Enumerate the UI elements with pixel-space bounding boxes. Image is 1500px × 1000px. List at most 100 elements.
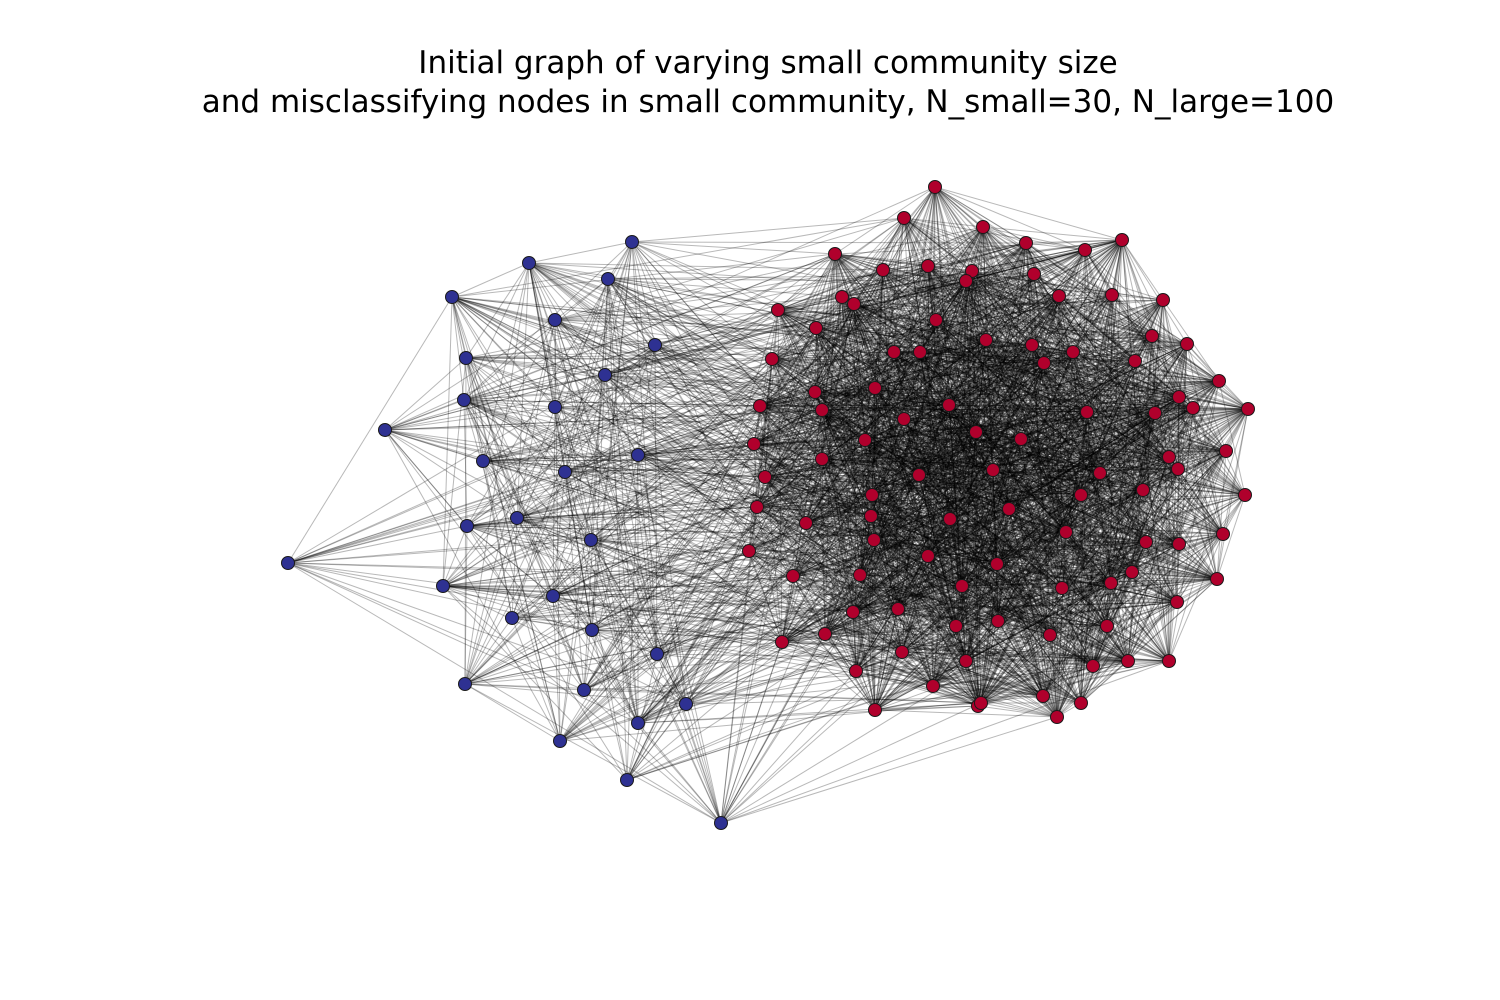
graph-edge — [903, 380, 1220, 420]
graph-edge — [874, 226, 984, 711]
graph-edge — [590, 494, 873, 541]
graph-edge — [1092, 625, 1108, 667]
graph-edge — [764, 253, 836, 478]
graph-edge — [985, 339, 1133, 573]
graph-edge — [985, 239, 1123, 341]
graph-edge — [637, 454, 1179, 470]
graph-edge — [821, 253, 836, 411]
graph-edge — [871, 380, 1220, 496]
graph-edge — [465, 339, 987, 359]
graph-edge — [1111, 294, 1180, 398]
graph-edge — [591, 374, 606, 631]
graph-edge — [955, 408, 1249, 627]
graph-edge — [781, 508, 1010, 643]
graph-edge — [853, 303, 1088, 413]
graph-edge — [442, 585, 722, 824]
graph-edge — [853, 269, 884, 305]
graph-edge — [756, 351, 1074, 508]
graph-edge — [759, 405, 1180, 545]
graph-edge — [821, 458, 826, 635]
graph-edge — [805, 522, 1067, 533]
graph-edge — [1049, 411, 1088, 636]
graph-edge — [1176, 578, 1218, 603]
graph-edge — [771, 343, 1188, 360]
graph-edge — [1225, 408, 1249, 452]
graph-edge — [871, 438, 1022, 496]
graph-edge — [781, 611, 854, 643]
graph-edge — [870, 494, 1082, 517]
graph-edge — [559, 226, 984, 742]
graph-edge — [559, 472, 1101, 742]
graph-edge — [1020, 438, 1051, 636]
graph-edge — [948, 380, 1220, 406]
graph-edge — [935, 319, 1180, 398]
graph-edge — [771, 358, 1067, 533]
graph-edge — [874, 295, 1060, 711]
graph-edge — [1178, 396, 1249, 410]
graph-edge — [511, 555, 929, 619]
graph-edge — [985, 273, 1035, 341]
graph-edge — [882, 265, 929, 271]
graph-edge — [384, 429, 484, 462]
graph-edge — [464, 456, 1170, 685]
graph-edge — [1025, 242, 1101, 474]
graph-edge — [604, 241, 633, 376]
graph-edge — [1121, 239, 1170, 458]
graph-edge — [997, 360, 1136, 622]
graph-edge — [631, 241, 807, 524]
large-community-node — [1241, 402, 1255, 416]
graph-edge — [554, 406, 592, 541]
graph-edge — [626, 634, 1051, 781]
graph-edge — [859, 574, 1044, 697]
graph-edge — [949, 469, 994, 520]
graph-edge — [771, 358, 866, 441]
graph-edge — [852, 468, 1179, 613]
graph-edge — [927, 396, 1180, 557]
graph-edge — [764, 458, 823, 478]
graph-edge — [871, 489, 1144, 496]
graph-edge — [1049, 634, 1058, 718]
graph-edge — [864, 242, 1027, 441]
graph-edge — [631, 241, 783, 643]
graph-edge — [935, 295, 1060, 321]
graph-edge — [564, 241, 633, 473]
graph-edge — [859, 574, 903, 653]
graph-edge — [997, 438, 1022, 622]
graph-edge — [384, 429, 873, 496]
graph-edge — [824, 294, 1113, 635]
graph-edge — [1058, 295, 1194, 409]
graph-edge — [465, 357, 876, 389]
graph-edge — [873, 456, 1170, 541]
graph-edge — [1145, 541, 1178, 603]
graph-edge — [792, 456, 1170, 577]
graph-edge — [781, 625, 957, 643]
graph-edge — [384, 429, 585, 691]
graph-edge — [864, 439, 1180, 545]
graph-edge — [631, 241, 836, 255]
graph-edge — [815, 327, 905, 420]
graph-edge — [874, 362, 1045, 389]
graph-edge — [834, 253, 876, 711]
graph-edge — [463, 253, 836, 401]
graph-edge — [997, 582, 1112, 622]
graph-edge — [777, 253, 836, 311]
graph-edge — [516, 443, 755, 519]
small-community-node — [558, 465, 572, 479]
graph-edge — [1086, 407, 1194, 413]
graph-edge — [607, 278, 1249, 410]
graph-edge — [771, 327, 817, 360]
graph-edge — [1049, 533, 1224, 636]
graph-edge — [466, 525, 1180, 545]
graph-edge — [442, 585, 628, 781]
graph-edge — [870, 408, 1249, 517]
graph-edge — [918, 474, 1178, 603]
graph-edge — [971, 270, 994, 471]
graph-edge — [971, 270, 977, 433]
graph-edge — [961, 380, 1220, 587]
graph-edge — [874, 494, 1246, 711]
graph-edge — [451, 296, 1022, 440]
graph-edge — [1099, 360, 1136, 474]
graph-edge — [985, 339, 1010, 510]
graph-edge — [948, 404, 1063, 589]
graph-edge — [1058, 295, 1178, 603]
